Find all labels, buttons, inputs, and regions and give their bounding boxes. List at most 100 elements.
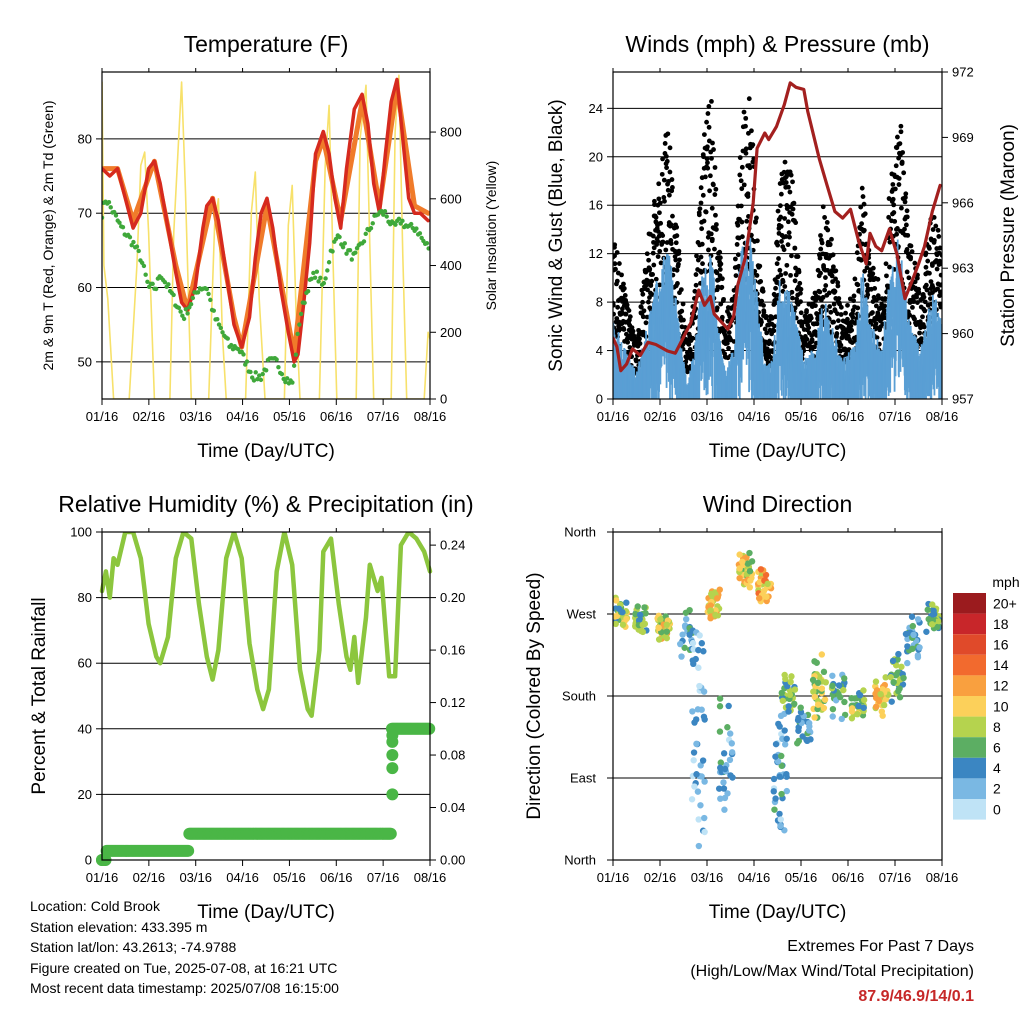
direction-point <box>746 549 753 557</box>
y-axis-label: Percent & Total Rainfall <box>29 597 50 794</box>
gust-point <box>799 323 805 329</box>
dewpoint-point <box>370 221 375 226</box>
gust-point <box>782 216 788 221</box>
panel-4: Wind Direction Time (Day/UTC) 01/16 02/16 03… <box>524 491 1020 923</box>
gust-point <box>721 296 726 302</box>
direction-point <box>679 631 686 638</box>
gust-point <box>768 354 774 360</box>
direction-point <box>635 617 643 624</box>
gust-point <box>625 339 631 345</box>
gust-point <box>830 252 836 258</box>
legend-swatch <box>953 634 986 655</box>
direction-point <box>877 690 884 698</box>
gust-point <box>825 267 831 273</box>
direction-point <box>904 643 911 650</box>
gust-point <box>787 189 793 195</box>
direction-point <box>642 610 649 617</box>
direction-point <box>774 758 782 765</box>
direction-point <box>923 628 930 635</box>
gust-point <box>613 261 618 267</box>
gust-point <box>787 234 792 240</box>
dewpoint-point <box>363 231 368 237</box>
x-tick-label: 02/16 <box>133 409 166 424</box>
direction-point <box>910 631 917 639</box>
gust-point <box>870 310 875 315</box>
legend-swatch <box>953 778 986 799</box>
direction-point <box>613 597 620 604</box>
dewpoint-point <box>141 263 147 269</box>
dewpoint-point <box>295 331 300 337</box>
gust-point <box>668 222 674 228</box>
dewpoint-point <box>171 292 176 298</box>
gust-point <box>829 236 834 242</box>
gust-point <box>874 335 880 341</box>
gust-point <box>735 252 741 258</box>
plot-area <box>613 81 942 399</box>
direction-point <box>794 740 801 747</box>
gust-point <box>711 147 716 152</box>
direction-point <box>716 703 724 710</box>
gust-point <box>679 308 685 314</box>
gust-point <box>775 242 781 248</box>
dewpoint-point <box>414 226 419 231</box>
rainfall-point <box>423 722 436 735</box>
dewpoint-point <box>302 300 307 306</box>
x-tick-label: 08/16 <box>414 409 447 424</box>
direction-point <box>748 558 756 565</box>
gust-point <box>764 330 770 336</box>
gust-point <box>645 287 650 293</box>
extremes-box: Extremes For Past 7 Days (High/Low/Max W… <box>690 934 974 1009</box>
y-tick-label: 60 <box>78 280 92 295</box>
dewpoint-point <box>408 221 414 227</box>
y-tick-label: 80 <box>78 590 92 605</box>
gust-point <box>705 160 710 166</box>
legend-swatch <box>953 654 986 676</box>
gust-point <box>862 268 868 274</box>
dewpoint-point <box>361 239 367 244</box>
gust-point <box>744 218 750 224</box>
gust-point <box>700 192 706 198</box>
direction-point <box>814 701 822 708</box>
direction-point <box>755 595 763 602</box>
legend-label: 0 <box>993 801 1001 817</box>
gust-point <box>741 182 747 188</box>
gust-point <box>782 159 788 165</box>
gust-point <box>778 272 784 278</box>
gust-point <box>686 341 692 347</box>
y-tick-label: 0 <box>85 853 92 868</box>
dewpoint-point <box>253 370 258 375</box>
gust-point <box>696 212 702 218</box>
gust-point <box>822 287 828 293</box>
gust-point <box>718 301 724 307</box>
gust-point <box>706 247 711 253</box>
gust-point <box>894 231 899 237</box>
gust-point <box>886 196 892 201</box>
gust-point <box>614 250 620 255</box>
direction-point <box>713 595 721 602</box>
gust-point <box>817 255 823 261</box>
gust-point <box>739 234 745 240</box>
direction-point <box>814 679 822 687</box>
gust-point <box>624 331 629 337</box>
y-axis-label: Sonic Wind & Gust (Blue, Black) <box>546 99 567 371</box>
direction-point <box>840 686 847 694</box>
dewpoint-point <box>417 231 423 236</box>
plot-area <box>96 532 436 866</box>
direction-point <box>689 708 696 715</box>
direction-point <box>929 601 936 608</box>
gust-point <box>921 294 927 300</box>
panel-title: Wind Direction <box>703 491 853 517</box>
gust-point <box>892 186 898 192</box>
direction-point <box>794 716 802 724</box>
series-2m-temp <box>102 77 430 364</box>
direction-point <box>727 772 734 779</box>
direction-point <box>657 616 664 623</box>
gust-point <box>823 283 829 288</box>
dewpoint-point <box>136 248 141 254</box>
dewpoint-point <box>342 241 347 246</box>
plot-border <box>612 71 943 400</box>
x-tick-label: 06/16 <box>320 409 353 424</box>
rainfall-point <box>386 749 399 762</box>
panel-title: Temperature (F) <box>184 31 349 57</box>
dewpoint-point <box>108 205 113 210</box>
